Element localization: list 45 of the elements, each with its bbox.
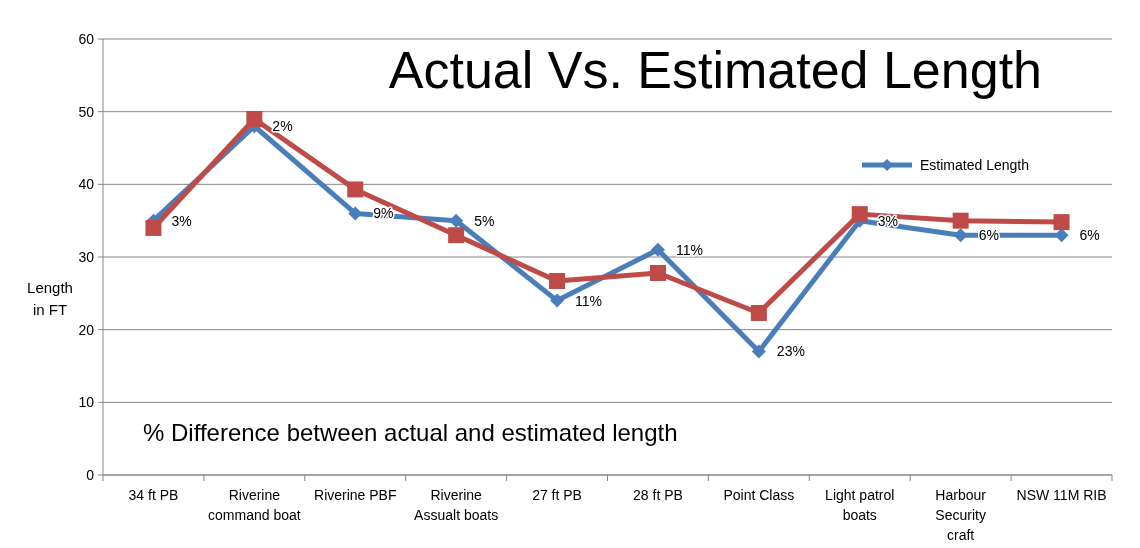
point <box>549 272 566 289</box>
x-tick-label: Riverine Assualt boats <box>414 487 499 523</box>
annotation: % Difference between actual and estimated length <box>143 418 678 446</box>
y-tick-label: 20 <box>78 321 95 338</box>
y-tick-label: 10 <box>78 394 95 411</box>
point <box>347 181 364 198</box>
point <box>1053 214 1070 231</box>
x-tick-label: Light patrol boats <box>825 487 895 523</box>
y-tick-label: 60 <box>78 30 95 47</box>
point <box>649 264 666 281</box>
y-tick-label: 0 <box>86 466 95 483</box>
annotation: 3% <box>171 212 192 229</box>
point <box>449 213 464 228</box>
chart-title: Actual Vs. Estimated Length <box>388 41 1042 99</box>
annotation: 23% <box>776 343 805 360</box>
x-tick-label: Harbour Security craft <box>935 487 987 543</box>
point <box>953 228 968 243</box>
x-tick-label: Riverine command boat <box>208 487 301 523</box>
point <box>650 242 665 257</box>
point <box>348 206 363 221</box>
x-tick-label: 28 ft PB <box>633 487 683 503</box>
annotation: 6% <box>1079 227 1100 244</box>
point <box>952 212 969 229</box>
point <box>448 227 465 244</box>
y-axis-title: Length in FT <box>27 279 73 319</box>
x-tick-label: Point Class <box>723 487 795 503</box>
y-tick-label: 50 <box>78 103 95 120</box>
annotation: 5% <box>474 212 495 229</box>
x-tick-label: Riverine PBF <box>314 487 397 503</box>
point <box>751 344 766 359</box>
point <box>1054 228 1069 243</box>
point <box>750 304 767 321</box>
x-tick-label: 27 ft PB <box>532 487 582 503</box>
point <box>246 110 263 127</box>
annotation: 11% <box>675 241 703 258</box>
x-tick-label: 34 ft PB <box>128 487 179 503</box>
point <box>550 293 565 308</box>
annotation: 11% <box>575 292 603 309</box>
annotation: 2% <box>272 118 293 135</box>
legend-label: Estimated Length <box>920 156 1029 173</box>
y-tick-label: 30 <box>78 248 95 265</box>
point <box>851 206 868 223</box>
y-tick-label: 40 <box>78 176 95 193</box>
x-tick-label: NSW 11M RIB <box>1016 487 1107 503</box>
point <box>145 219 162 236</box>
